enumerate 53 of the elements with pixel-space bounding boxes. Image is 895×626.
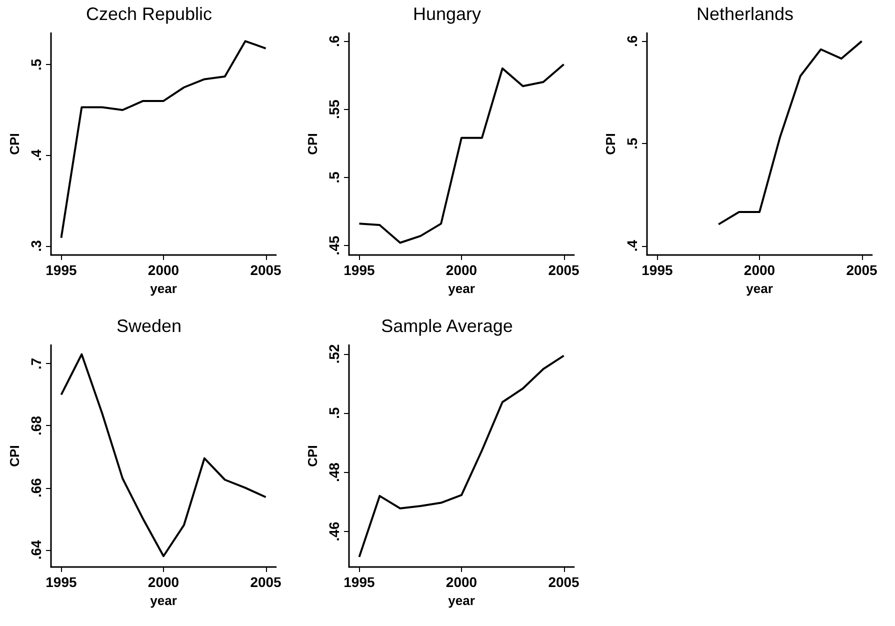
x-tick-label: 2005 [250, 262, 282, 278]
x-tick-label: 1995 [642, 262, 674, 278]
y-axis-title: CPI [305, 445, 320, 467]
y-tick-label: .45 [326, 236, 342, 256]
y-tick-label: .4 [28, 149, 44, 162]
y-tick-label: .3 [28, 240, 44, 252]
x-tick-label: 2000 [148, 262, 180, 278]
y-tick-label: .64 [28, 540, 44, 560]
chart-title: Hungary [412, 4, 482, 24]
x-tick-label: 2000 [148, 574, 180, 590]
x-tick-label: 2005 [846, 262, 878, 278]
x-tick-label: 1995 [344, 574, 376, 590]
line-series [718, 40, 863, 226]
chart-title: Sweden [116, 316, 182, 336]
y-tick-label: .6 [326, 35, 342, 48]
chart-title: Czech Republic [86, 4, 212, 24]
x-tick-label: 2000 [446, 574, 478, 590]
x-axis-title: year [150, 592, 177, 608]
x-axis-title: year [448, 592, 475, 608]
line-series [60, 40, 267, 239]
line-series [358, 354, 565, 558]
x-axis-title: year [746, 280, 773, 296]
y-tick-label: .66 [28, 478, 44, 498]
y-tick-label: .4 [624, 240, 640, 252]
y-axis-title: CPI [7, 133, 22, 155]
y-tick-label: .5 [624, 137, 640, 150]
y-tick-label: .55 [326, 99, 342, 120]
x-tick-label: 2000 [446, 262, 478, 278]
line-series [358, 63, 565, 244]
y-tick-label: .48 [326, 462, 342, 482]
y-tick-label: .5 [28, 58, 44, 71]
x-tick-label: 1995 [344, 262, 376, 278]
y-axis-title: CPI [603, 133, 618, 155]
chart-title: Netherlands [696, 4, 794, 24]
y-axis-title: CPI [7, 445, 22, 467]
y-axis-title: CPI [305, 133, 320, 155]
line-series [60, 353, 267, 558]
x-tick-label: 1995 [46, 262, 78, 278]
x-tick-label: 2000 [744, 262, 776, 278]
y-tick-label: .46 [326, 522, 342, 542]
y-tick-label: .5 [326, 407, 342, 419]
x-tick-label: 2005 [250, 574, 282, 590]
y-tick-label: .52 [326, 344, 342, 364]
y-tick-label: .6 [624, 35, 640, 48]
y-tick-label: .5 [326, 171, 342, 184]
chart-title: Sample Average [381, 316, 513, 336]
y-tick-label: .7 [28, 358, 44, 370]
x-tick-label: 2005 [548, 574, 580, 590]
x-tick-label: 2005 [548, 262, 580, 278]
x-axis-title: year [448, 280, 475, 296]
x-tick-label: 1995 [46, 574, 78, 590]
y-tick-label: .68 [28, 416, 44, 436]
x-axis-title: year [150, 280, 177, 296]
